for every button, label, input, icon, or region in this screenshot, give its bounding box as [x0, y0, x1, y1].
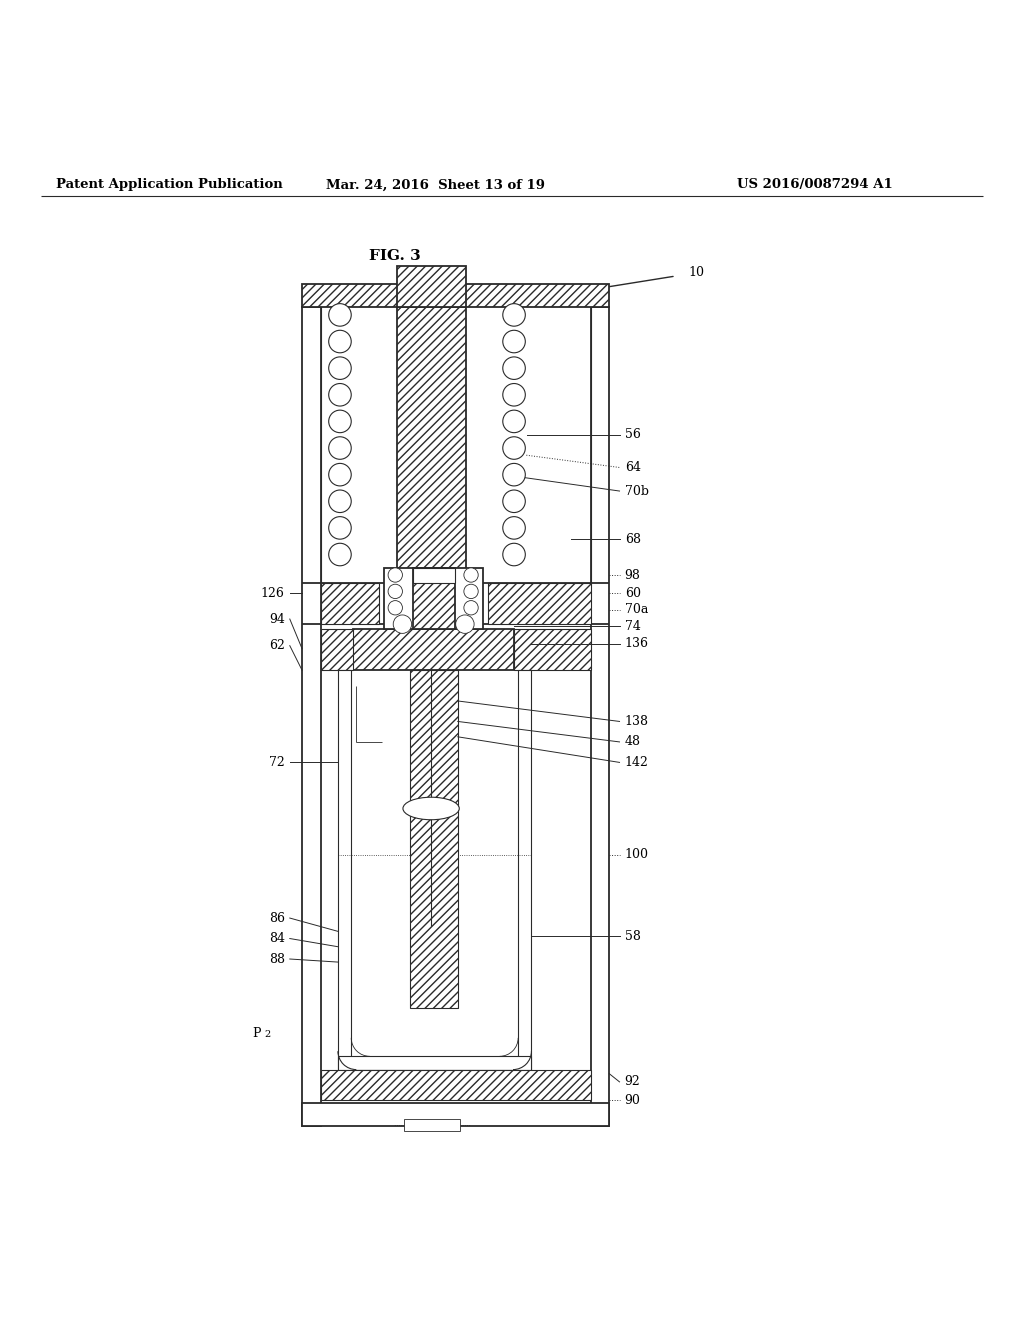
Text: 72: 72 [269, 756, 285, 768]
Text: P: P [253, 1027, 261, 1040]
Circle shape [329, 384, 351, 407]
Circle shape [503, 304, 525, 326]
Circle shape [503, 356, 525, 379]
Bar [338, 1056, 531, 1069]
Bar [321, 583, 379, 624]
Bar [413, 568, 455, 630]
Bar [302, 306, 321, 1126]
Text: 142: 142 [625, 756, 648, 768]
Bar [338, 671, 351, 1069]
Bar [302, 284, 609, 306]
Bar [302, 1104, 609, 1126]
Circle shape [388, 601, 402, 615]
Bar [397, 306, 466, 583]
Circle shape [464, 585, 478, 598]
Text: 98: 98 [625, 569, 641, 582]
Circle shape [503, 330, 525, 352]
Text: 88: 88 [268, 953, 285, 965]
Bar [518, 671, 531, 1069]
Bar [397, 265, 466, 306]
Circle shape [329, 516, 351, 539]
Text: 58: 58 [625, 931, 641, 942]
Text: 74: 74 [625, 619, 641, 632]
Circle shape [388, 568, 402, 582]
Text: 62: 62 [268, 639, 285, 652]
Circle shape [503, 411, 525, 433]
Text: 90: 90 [625, 1094, 641, 1106]
Circle shape [329, 544, 351, 566]
Text: 94: 94 [268, 612, 285, 626]
Circle shape [464, 601, 478, 615]
Text: 2: 2 [264, 1030, 270, 1039]
Text: 70b: 70b [625, 484, 648, 498]
Bar [321, 1069, 591, 1101]
Circle shape [503, 437, 525, 459]
Circle shape [393, 615, 412, 634]
Bar [410, 671, 458, 1008]
Circle shape [388, 585, 402, 598]
Circle shape [503, 516, 525, 539]
Bar [353, 630, 514, 671]
Text: FIG. 3: FIG. 3 [369, 248, 421, 263]
Circle shape [503, 490, 525, 512]
Circle shape [503, 463, 525, 486]
Text: 56: 56 [625, 428, 641, 441]
Text: 48: 48 [625, 735, 641, 748]
Text: 86: 86 [268, 912, 285, 924]
Bar [321, 630, 353, 671]
Text: 138: 138 [625, 715, 648, 727]
Bar [403, 1119, 460, 1131]
Text: 136: 136 [625, 638, 648, 651]
Bar [413, 568, 455, 583]
Circle shape [329, 330, 351, 352]
Circle shape [464, 568, 478, 582]
Circle shape [329, 304, 351, 326]
Text: 92: 92 [625, 1076, 640, 1089]
Text: 64: 64 [625, 461, 641, 474]
Text: 10: 10 [688, 267, 705, 280]
Bar [384, 568, 483, 630]
Circle shape [329, 463, 351, 486]
Bar [488, 583, 591, 624]
Bar [514, 630, 591, 671]
Text: Patent Application Publication: Patent Application Publication [56, 178, 283, 191]
Text: 70a: 70a [625, 603, 648, 616]
Bar [591, 306, 609, 1126]
Circle shape [503, 544, 525, 566]
Circle shape [329, 437, 351, 459]
Circle shape [503, 384, 525, 407]
Circle shape [329, 490, 351, 512]
Text: Mar. 24, 2016  Sheet 13 of 19: Mar. 24, 2016 Sheet 13 of 19 [326, 178, 545, 191]
Circle shape [329, 411, 351, 433]
Text: 84: 84 [268, 932, 285, 945]
Ellipse shape [402, 797, 459, 820]
Text: 60: 60 [625, 587, 641, 599]
Text: US 2016/0087294 A1: US 2016/0087294 A1 [737, 178, 893, 191]
Text: 68: 68 [625, 533, 641, 545]
Text: 100: 100 [625, 847, 648, 861]
Text: 126: 126 [261, 587, 285, 599]
Circle shape [456, 615, 474, 634]
Circle shape [329, 356, 351, 379]
